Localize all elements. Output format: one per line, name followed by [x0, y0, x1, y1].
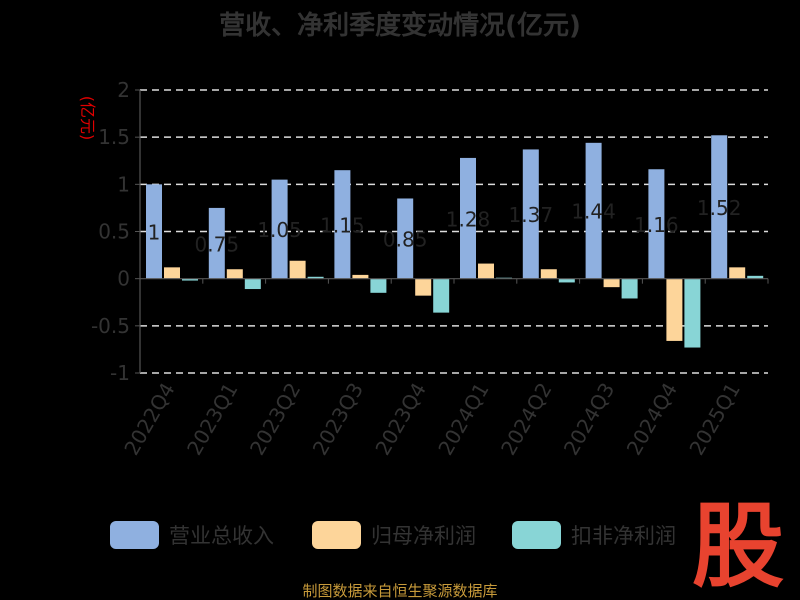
- x-tick-label: 2023Q2: [245, 379, 305, 460]
- bar: [182, 278, 198, 281]
- bar: [747, 275, 764, 279]
- bar: [603, 278, 620, 288]
- y-tick-label: 0: [117, 267, 130, 291]
- legend-swatch: [110, 521, 159, 549]
- data-label: 1.16: [634, 213, 679, 237]
- y-tick-label: 0.5: [98, 220, 130, 244]
- bar: [684, 278, 701, 348]
- legend-label: 扣非净利润: [571, 524, 676, 548]
- x-tick-label: 2022Q4: [119, 379, 179, 460]
- legend-swatch: [312, 521, 361, 549]
- bar: [433, 278, 450, 313]
- bar: [208, 207, 225, 279]
- bar: [648, 169, 665, 279]
- bar: [334, 170, 351, 279]
- source-note: 制图数据来自恒生聚源数据库: [302, 582, 497, 600]
- x-tick-label: 2024Q2: [496, 379, 556, 460]
- x-tick-label: 2024Q4: [622, 379, 682, 460]
- data-label: 1: [148, 221, 161, 245]
- bar: [397, 198, 414, 279]
- data-label: 1.37: [509, 203, 554, 227]
- bar: [352, 274, 369, 279]
- bar: [540, 269, 557, 279]
- data-label: 1.05: [257, 218, 302, 242]
- y-axis-label: (亿元): [78, 96, 97, 141]
- bar: [621, 278, 638, 299]
- x-tick-label: 2025Q1: [684, 379, 744, 460]
- bar: [729, 267, 746, 279]
- bar: [370, 278, 387, 293]
- bar: [585, 142, 602, 279]
- x-axis-ticks: 2022Q4 2023Q1 2023Q2 2023Q3 2023Q4 2024Q1 2024…: [119, 379, 745, 460]
- axes: [139, 90, 769, 373]
- bar: [478, 263, 494, 279]
- x-tick-label: 2023Q3: [308, 379, 368, 460]
- data-label: 1.15: [320, 213, 365, 237]
- bar: [415, 278, 432, 296]
- legend-label: 营业总收入: [169, 524, 274, 548]
- x-tick-label: 2023Q4: [370, 379, 430, 460]
- chart-title: 营收、净利季度变动情况(亿元): [219, 10, 581, 41]
- legend: 营业总收入 归母净利润 扣非净利润: [110, 521, 676, 549]
- bar: [146, 184, 162, 279]
- y-tick-label: -1: [110, 361, 130, 385]
- data-label: 1.28: [446, 207, 491, 231]
- bar: [460, 157, 476, 279]
- legend-swatch: [512, 521, 561, 549]
- logo: 股: [692, 493, 784, 600]
- bar: [666, 278, 683, 341]
- y-tick-label: 1.5: [98, 125, 130, 149]
- y-axis-ticks: 2 1.5 1 0.5 0 -0.5 -1: [91, 78, 140, 385]
- data-labels: 1 0.75 1.05 1.15 0.85 1.28 1.37 1.44 1.16 1.52: [148, 196, 742, 256]
- bar: [226, 269, 243, 279]
- y-tick-label: 1: [117, 172, 130, 196]
- data-label: 1.44: [571, 200, 616, 224]
- bar: [558, 278, 575, 283]
- data-label: 0.75: [195, 232, 240, 256]
- data-label: 1.52: [697, 196, 742, 220]
- bar: [307, 276, 324, 279]
- grid-lines: [140, 89, 768, 374]
- bar: [711, 135, 728, 279]
- y-tick-label: 2: [117, 78, 130, 102]
- bars: [146, 135, 764, 348]
- bar: [271, 179, 288, 279]
- bar: [289, 260, 306, 279]
- x-tick-label: 2023Q1: [182, 379, 242, 460]
- bar: [522, 149, 539, 279]
- legend-label: 归母净利润: [371, 524, 476, 548]
- bar: [164, 267, 180, 279]
- x-tick-label: 2024Q1: [433, 379, 493, 460]
- x-tick-label: 2024Q3: [559, 379, 619, 460]
- y-tick-label: -0.5: [91, 314, 130, 338]
- data-label: 0.85: [383, 228, 428, 252]
- bar: [244, 278, 261, 290]
